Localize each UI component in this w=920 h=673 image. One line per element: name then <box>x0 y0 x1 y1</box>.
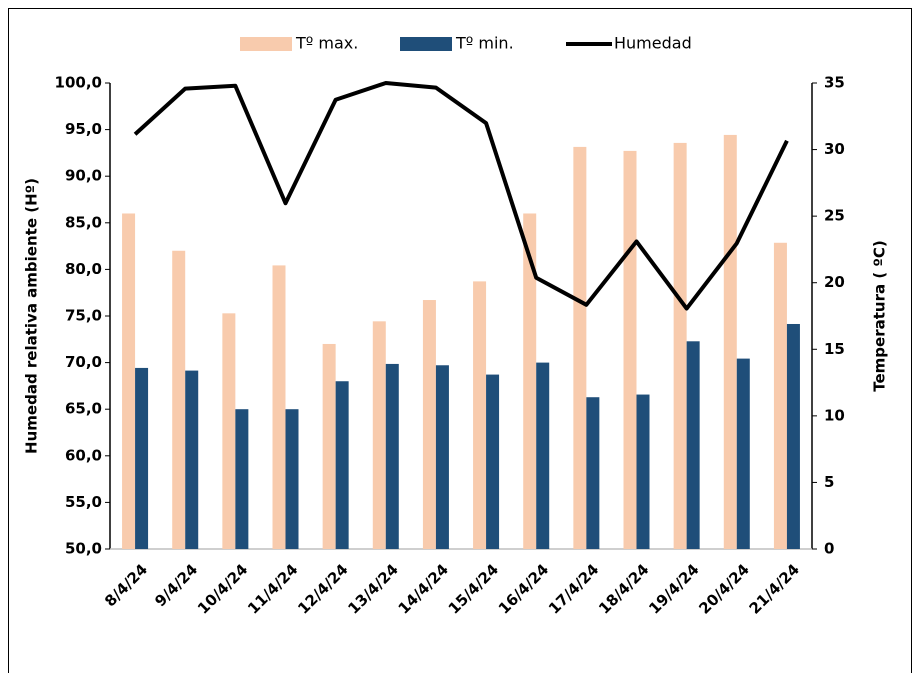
bar <box>786 323 800 549</box>
y2-tick-label: 5 <box>824 473 834 491</box>
bar <box>486 374 500 549</box>
bar <box>773 242 787 549</box>
bar <box>322 343 336 549</box>
x-tick-label: 19/4/24 <box>645 560 702 617</box>
y2-tick-label: 30 <box>824 140 845 158</box>
x-tick-label: 14/4/24 <box>395 560 452 617</box>
x-tick-label: 9/4/24 <box>151 560 201 610</box>
y-tick-label: 50,0 <box>65 540 102 558</box>
bar <box>185 370 199 549</box>
y-tick-label: 80,0 <box>65 260 102 278</box>
bar <box>335 381 349 549</box>
bar <box>636 394 650 549</box>
x-tick-label: 20/4/24 <box>695 560 752 617</box>
y2-axis-title: Temperatura ( ºC) <box>871 240 889 391</box>
bar <box>122 213 136 550</box>
bar <box>723 134 737 549</box>
x-tick-label: 21/4/24 <box>746 560 803 617</box>
x-tick-label: 11/4/24 <box>244 560 301 617</box>
bar <box>172 250 186 549</box>
y2-tick-label: 0 <box>824 540 834 558</box>
bar <box>435 365 449 549</box>
bar <box>523 213 537 550</box>
bar <box>135 367 149 549</box>
y-tick-label: 85,0 <box>65 213 102 231</box>
y-tick-label: 65,0 <box>65 400 102 418</box>
y2-tick-label: 15 <box>824 340 845 358</box>
bar <box>222 313 236 549</box>
legend-label: Tº max. <box>295 34 358 53</box>
y-tick-label: 100,0 <box>55 74 102 92</box>
x-tick-label: 10/4/24 <box>194 560 251 617</box>
bar <box>623 150 637 549</box>
y2-tick-label: 10 <box>824 406 845 424</box>
y-axis-title: Humedad relativa ambiente (Hº) <box>23 178 41 454</box>
bar <box>536 362 550 549</box>
x-tick-label: 12/4/24 <box>294 560 351 617</box>
y2-tick-label: 20 <box>824 273 845 291</box>
bar <box>372 321 386 549</box>
chart-border <box>8 8 912 673</box>
y2-tick-label: 35 <box>824 74 845 92</box>
legend-label: Tº min. <box>455 34 514 53</box>
bar <box>573 146 587 549</box>
y-tick-label: 60,0 <box>65 446 102 464</box>
bar <box>586 397 600 549</box>
legend-swatch <box>400 37 452 51</box>
x-tick-label: 8/4/24 <box>101 560 151 610</box>
line <box>133 81 789 311</box>
bar <box>473 281 487 549</box>
bar <box>272 265 286 549</box>
legend-swatch <box>240 37 292 51</box>
legend-label: Humedad <box>614 34 692 53</box>
x-tick-label: 18/4/24 <box>595 560 652 617</box>
y2-tick-label: 25 <box>824 207 845 225</box>
y-tick-label: 55,0 <box>65 493 102 511</box>
bar <box>422 300 436 549</box>
y-tick-label: 95,0 <box>65 120 102 138</box>
bar <box>736 358 750 549</box>
x-tick-label: 16/4/24 <box>495 560 552 617</box>
y-tick-label: 75,0 <box>65 307 102 325</box>
bar <box>385 363 399 549</box>
legend: Tº max. Tº min. Humedad <box>240 34 692 53</box>
bar <box>673 142 687 549</box>
x-tick-label: 17/4/24 <box>545 560 602 617</box>
x-tick-label: 15/4/24 <box>445 560 502 617</box>
y-tick-label: 70,0 <box>65 353 102 371</box>
bar <box>235 409 249 549</box>
x-tick-label: 13/4/24 <box>344 560 401 617</box>
bar <box>686 341 700 549</box>
y-tick-label: 90,0 <box>65 167 102 185</box>
bar <box>285 409 299 549</box>
